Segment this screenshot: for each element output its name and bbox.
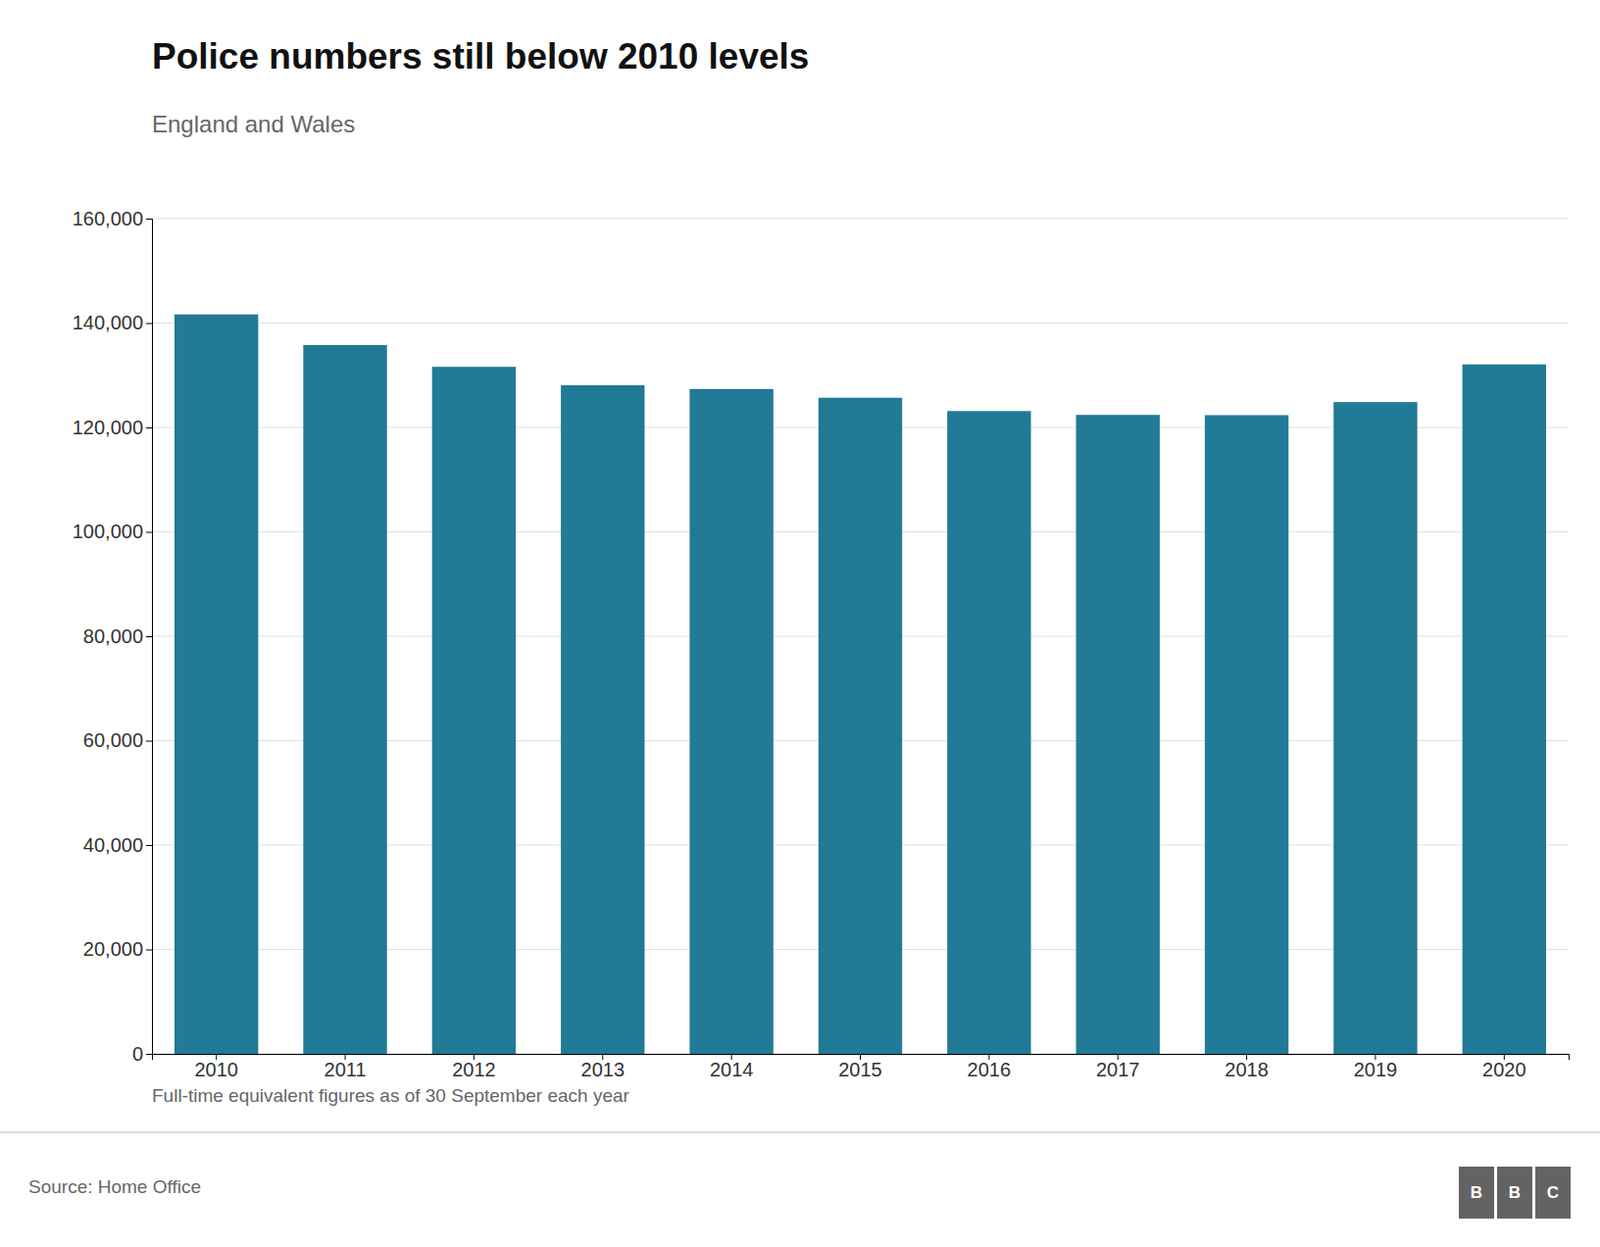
x-tick-label: 2015: [838, 1058, 883, 1081]
x-tick: 2010: [194, 1053, 239, 1081]
x-tick: 2017: [1096, 1053, 1141, 1081]
y-tick-mark: [146, 950, 152, 951]
y-tick-mark: [146, 532, 152, 534]
grid: [151, 218, 1569, 1054]
y-tick: 120,000: [72, 416, 152, 439]
bar: [560, 385, 645, 1054]
y-tick: 140,000: [72, 311, 152, 334]
title: Police numbers still below 2010 levels: [151, 36, 809, 77]
logo-letter: B: [1508, 1183, 1521, 1202]
grid-line: [151, 218, 1569, 220]
y-tick: 60,000: [83, 729, 152, 751]
bar: [1076, 414, 1160, 1054]
plot: 0 20,000 40,000 60,000 80,000 100,000 120,000 1…: [72, 207, 1570, 1081]
x-axis: 2010 2011 2012 2013 2014 2015 2016 2017 2018 2019…: [152, 1053, 1570, 1081]
y-tick-mark: [146, 218, 152, 220]
y-tick: 20,000: [83, 938, 152, 960]
bar: [432, 366, 516, 1054]
y-tick: 160,000: [72, 207, 152, 230]
subtitle: England and Wales: [151, 110, 355, 138]
logo: BBC: [1458, 1166, 1571, 1219]
y-tick-label: 60,000: [83, 729, 144, 751]
separator: [0, 1132, 1600, 1134]
x-tick-label: 2016: [967, 1058, 1012, 1081]
y-tick-label: 100,000: [72, 520, 144, 543]
x-tick: 2011: [324, 1053, 367, 1081]
logo-letter: B: [1470, 1183, 1483, 1202]
x-tick-label: 2020: [1482, 1058, 1527, 1081]
y-tick: 80,000: [83, 625, 152, 648]
y-tick-label: 80,000: [83, 625, 144, 648]
y-tick: 0: [132, 1043, 152, 1065]
bar: [174, 314, 258, 1054]
logo-box: [1535, 1166, 1571, 1219]
x-tick-label: 2013: [581, 1058, 626, 1081]
logo-box: [1497, 1166, 1533, 1219]
bars: [174, 314, 1547, 1054]
y-tick-label: 20,000: [83, 938, 144, 960]
x-tick: 2012: [451, 1053, 497, 1081]
logo-box: [1458, 1166, 1495, 1219]
y-tick: 40,000: [83, 834, 152, 856]
bar: [1204, 414, 1289, 1054]
bar: [1333, 401, 1417, 1054]
y-tick-mark: [146, 1053, 152, 1055]
y-tick-label: 120,000: [72, 416, 144, 439]
x-tick-label: 2010: [194, 1058, 239, 1081]
x-tick: 2014: [709, 1053, 754, 1081]
source: Source: Home Office: [28, 1176, 201, 1198]
bar: [689, 389, 773, 1054]
x-tick-label: 2017: [1096, 1058, 1141, 1081]
footnote: Full-time equivalent figures as of 30 Se…: [151, 1085, 631, 1106]
y-tick-label: 40,000: [83, 834, 144, 856]
y-tick-label: 140,000: [72, 311, 144, 334]
x-tick: 2019: [1353, 1053, 1399, 1081]
y-tick-mark: [146, 845, 152, 847]
bar: [947, 410, 1031, 1054]
y-axis: 0 20,000 40,000 60,000 80,000 100,000 120,000 1…: [72, 207, 153, 1065]
x-tick: 2020: [1482, 1053, 1527, 1081]
y-tick: 100,000: [72, 520, 152, 543]
x-tick: 2018: [1224, 1053, 1269, 1081]
x-tick-label: 2012: [451, 1058, 497, 1081]
bar: [818, 398, 902, 1054]
chart: Police numbers still below 2010 levels En…: [0, 0, 1600, 1247]
y-tick-mark: [146, 636, 152, 638]
x-tick-label: 2018: [1224, 1058, 1269, 1081]
y-tick-mark: [146, 323, 152, 325]
x-tick: 2015: [838, 1053, 883, 1081]
x-tick-label: 2014: [709, 1058, 754, 1081]
grid-line: [151, 322, 1569, 324]
y-tick-mark: [146, 427, 152, 429]
y-tick-label: 0: [132, 1043, 144, 1065]
y-tick-mark: [146, 741, 152, 743]
logo-letter: C: [1547, 1183, 1559, 1202]
x-tick: 2016: [967, 1053, 1012, 1081]
x-tick-label: 2011: [324, 1058, 367, 1081]
y-axis-line: [146, 219, 153, 1055]
bar: [302, 345, 387, 1054]
x-tick-label: 2019: [1353, 1058, 1399, 1081]
bar: [1462, 364, 1547, 1054]
x-tick: 2013: [581, 1053, 626, 1081]
y-tick-label: 160,000: [72, 207, 144, 230]
